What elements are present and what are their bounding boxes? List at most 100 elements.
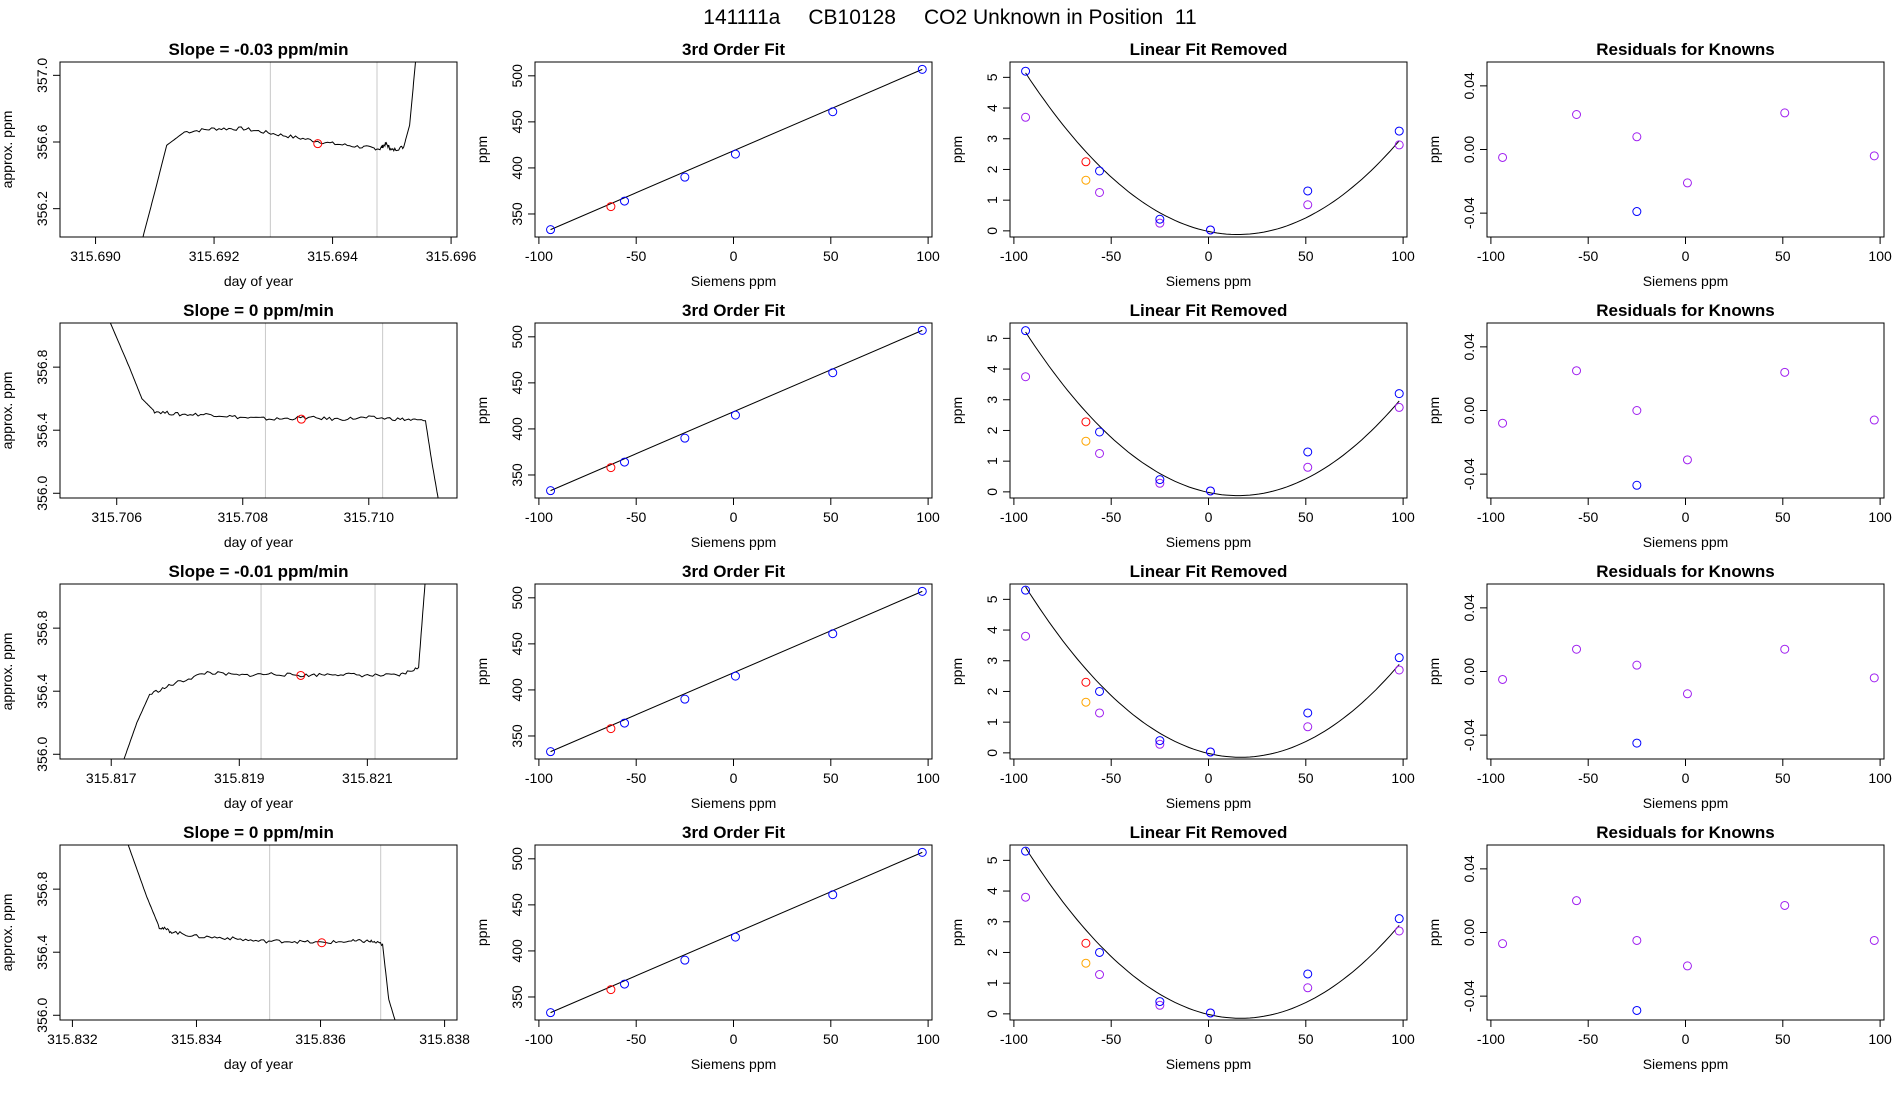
y-axis-label: approx. ppm [0, 372, 15, 450]
y-tick-label: 0 [984, 749, 1000, 757]
x-tick-label: 100 [1391, 248, 1415, 264]
x-axis-label: Siemens ppm [1166, 534, 1252, 550]
x-tick-label: 315.821 [342, 770, 393, 786]
known-point [1303, 447, 1313, 457]
panel-r2-c3: Residuals for Knowns Siemens ppm ppm -100 -5… [1426, 562, 1892, 811]
x-tick-label: -100 [525, 509, 553, 525]
analyzer-trace [127, 845, 396, 1020]
x-axis-label: Siemens ppm [1643, 273, 1729, 289]
known-point [1394, 914, 1404, 924]
panel-r2-c2: Linear Fit Removed Siemens ppm ppm -100 -50 0… [949, 562, 1415, 811]
y-tick-label: 500 [509, 64, 525, 88]
unknown-point [606, 985, 616, 995]
panel-title: Linear Fit Removed [1130, 301, 1288, 320]
y-tick-label: 0 [984, 1010, 1000, 1018]
y-tick-label: 500 [509, 586, 525, 610]
plot-frame [1486, 844, 1885, 1021]
known-point [620, 718, 630, 728]
y-tick-label: 357.0 [34, 58, 50, 93]
unknown-linear-point [1081, 958, 1091, 968]
panel-title: Residuals for Knowns [1596, 823, 1775, 842]
known-point [1095, 427, 1105, 437]
known-point [1095, 686, 1105, 696]
average-point [317, 938, 327, 948]
y-axis-label: ppm [1426, 919, 1442, 946]
known-point [1303, 969, 1313, 979]
residual-point [1572, 896, 1582, 906]
residual-point [1021, 112, 1031, 122]
y-tick-label: 0 [984, 488, 1000, 496]
panel-title: Linear Fit Removed [1130, 823, 1288, 842]
panel-title: Slope = 0 ppm/min [183, 301, 334, 320]
y-tick-label: 3 [984, 135, 1000, 143]
tank-id: CB10128 [808, 6, 896, 29]
residual-point [1572, 366, 1582, 376]
y-tick-label: 350 [509, 724, 525, 748]
residual-point [1572, 644, 1582, 654]
x-tick-label: 0 [1205, 1031, 1213, 1047]
y-axis-label: ppm [474, 919, 490, 946]
x-tick-label: 0 [1205, 770, 1213, 786]
x-axis-label: Siemens ppm [1166, 273, 1252, 289]
known-point [546, 225, 556, 235]
known-point [1632, 738, 1642, 748]
x-tick-label: 0 [1682, 770, 1690, 786]
plot-frame [59, 844, 458, 1021]
residual-point [1095, 970, 1105, 980]
residual-point [1394, 926, 1404, 936]
x-tick-label: -50 [1578, 1031, 1598, 1047]
known-point [828, 629, 838, 639]
x-tick-label: 0 [1205, 509, 1213, 525]
x-tick-label: 50 [1298, 248, 1314, 264]
y-axis-label: ppm [949, 658, 965, 685]
panel-r0-c0: Slope = -0.03 ppm/min day of year approx. … [0, 40, 477, 289]
known-point [730, 149, 740, 159]
plot-frame [59, 61, 458, 238]
residual-point [1869, 415, 1879, 425]
y-tick-label: 400 [509, 156, 525, 180]
known-point [546, 1008, 556, 1018]
y-axis-label: ppm [474, 658, 490, 685]
y-axis-label: ppm [1426, 658, 1442, 685]
known-point [917, 325, 927, 335]
run-id: 141111a [703, 6, 781, 29]
x-tick-label: -100 [525, 1031, 553, 1047]
y-tick-label: 0.00 [1461, 136, 1477, 163]
y-tick-label: 5 [984, 334, 1000, 342]
average-point [296, 414, 306, 424]
y-axis-label: ppm [949, 136, 965, 163]
y-axis-label: ppm [474, 136, 490, 163]
x-tick-label: -100 [1000, 509, 1028, 525]
residual-point [1780, 644, 1790, 654]
known-point [1394, 389, 1404, 399]
residual-point [1632, 935, 1642, 945]
y-tick-label: 5 [984, 73, 1000, 81]
residual-point [1498, 939, 1508, 949]
x-tick-label: 315.696 [426, 248, 477, 264]
x-tick-label: -100 [1477, 1031, 1505, 1047]
residual-point [1394, 665, 1404, 675]
known-point [1021, 326, 1031, 336]
y-axis-label: approx. ppm [0, 633, 15, 711]
analyzer-trace [142, 62, 416, 237]
panel-title: 3rd Order Fit [682, 562, 785, 581]
residual-point [1780, 900, 1790, 910]
known-point [1205, 225, 1215, 235]
y-tick-label: 356.8 [34, 871, 50, 906]
y-tick-label: 2 [984, 165, 1000, 173]
plot-frame [1009, 844, 1408, 1021]
x-axis-label: day of year [224, 1056, 294, 1072]
x-axis-label: Siemens ppm [1643, 1056, 1729, 1072]
unknown-linear-point [1081, 436, 1091, 446]
residual-point [1394, 402, 1404, 412]
y-tick-label: 0.04 [1461, 855, 1477, 882]
x-tick-label: 50 [1298, 1031, 1314, 1047]
residual-point [1095, 187, 1105, 197]
known-point [546, 486, 556, 496]
x-tick-label: 315.694 [307, 248, 358, 264]
x-tick-label: 100 [916, 509, 940, 525]
y-tick-label: 0.00 [1461, 658, 1477, 685]
x-tick-label: 50 [823, 770, 839, 786]
residual-point [1869, 935, 1879, 945]
x-tick-label: 315.708 [217, 509, 268, 525]
